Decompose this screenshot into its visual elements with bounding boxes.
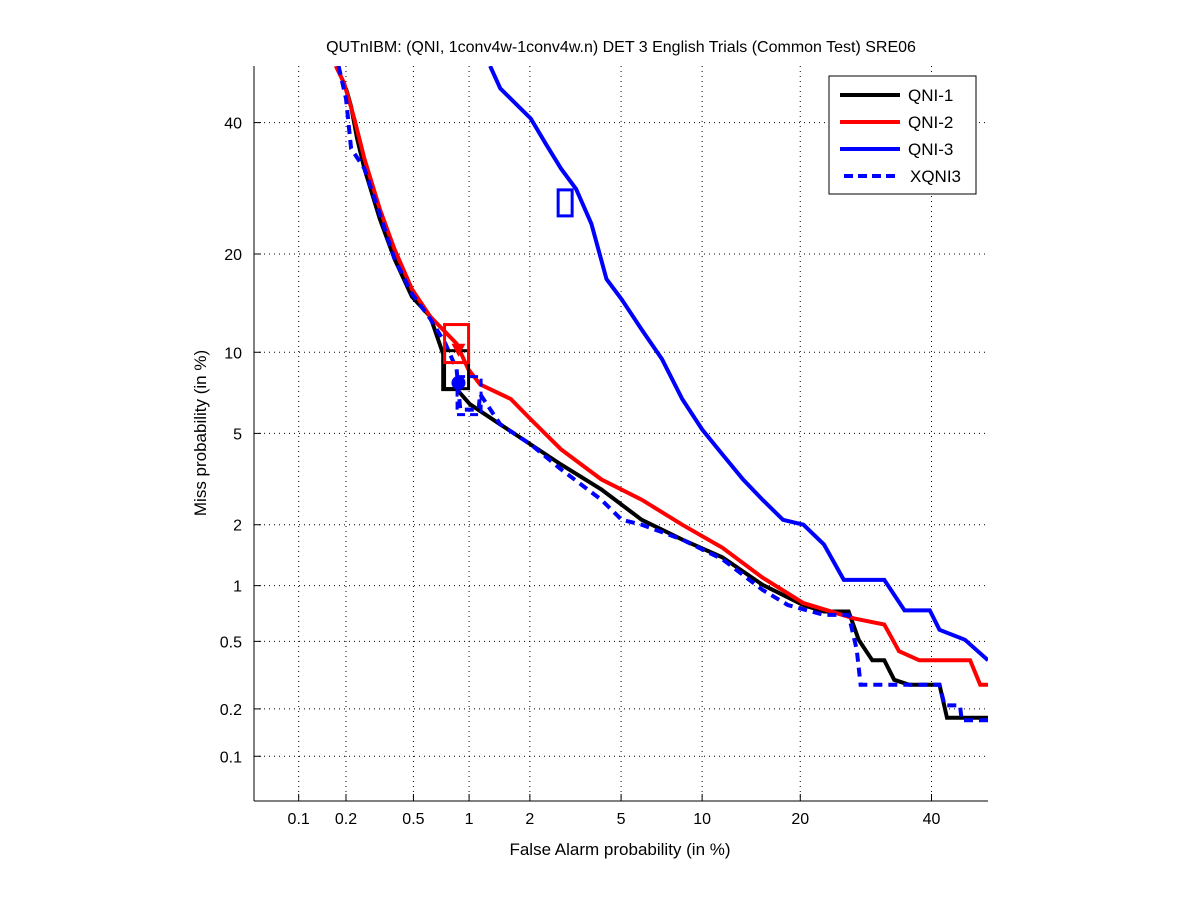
x-tick-label: 10: [693, 811, 711, 828]
legend-label-qni-3: QNI-3: [908, 140, 953, 159]
series-line-qni-2: [333, 66, 988, 687]
decision-point-circle: [451, 375, 466, 390]
y-tick-label: 1: [233, 579, 242, 596]
x-tick-label: 1: [465, 811, 474, 828]
decision-point-triangle: [451, 343, 466, 357]
series-line-xqni3: [336, 66, 988, 723]
legend-label-xqni3: XQNI3: [910, 167, 961, 186]
operating-point-marker-qni-3: [556, 188, 574, 218]
y-tick-label: 2: [233, 518, 242, 535]
y-tick-labels: 0.1 0.2 0.5 1 2 5 10 20 40: [220, 116, 242, 767]
x-tick-label: 0.2: [335, 811, 357, 828]
series-layer: [333, 66, 988, 723]
x-tick-label: 0.5: [402, 811, 424, 828]
series-line-qni-3: [488, 66, 988, 662]
y-axis-title: Miss probability (in %): [191, 350, 210, 516]
y-tick-label: 0.1: [220, 749, 242, 766]
y-tick-label: 20: [224, 247, 242, 264]
y-tick-label: 0.5: [220, 634, 242, 651]
marker-layer: [443, 188, 574, 417]
y-tick-label: 0.2: [220, 702, 242, 719]
legend: QNI-1 QNI-2 QNI-3 XQNI3: [828, 75, 977, 195]
legend-label-qni-1: QNI-1: [908, 86, 953, 105]
x-tick-label: 40: [923, 811, 941, 828]
x-tick-label: 5: [617, 811, 626, 828]
y-tick-label: 10: [224, 345, 242, 362]
operating-point-marker-xqni3: [455, 375, 483, 417]
x-axis-title: False Alarm probability (in %): [509, 840, 730, 859]
legend-label-qni-2: QNI-2: [908, 113, 953, 132]
x-tick-label: 2: [525, 811, 534, 828]
operating-point-marker-qni-2: [443, 323, 471, 365]
y-tick-label: 40: [224, 116, 242, 133]
chart-title: QUTnIBM: (QNI, 1conv4w-1conv4w.n) DET 3 …: [326, 39, 916, 56]
x-tick-label: 20: [791, 811, 809, 828]
x-tick-labels: 0.1 0.2 0.5 1 2 5 10 20 40: [288, 811, 941, 828]
x-tick-label: 0.1: [288, 811, 310, 828]
axes: [253, 66, 988, 802]
y-tick-label: 5: [233, 426, 242, 443]
